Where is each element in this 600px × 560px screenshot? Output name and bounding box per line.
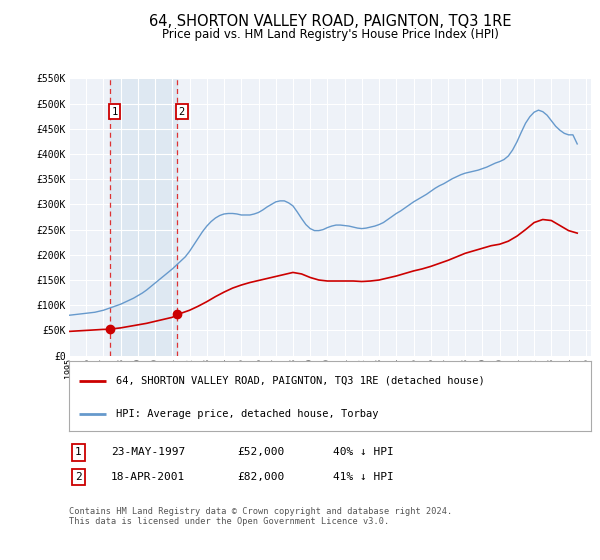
Text: 40% ↓ HPI: 40% ↓ HPI (333, 447, 394, 458)
Text: HPI: Average price, detached house, Torbay: HPI: Average price, detached house, Torb… (116, 409, 379, 419)
Text: £82,000: £82,000 (237, 472, 284, 482)
Text: Contains HM Land Registry data © Crown copyright and database right 2024.
This d: Contains HM Land Registry data © Crown c… (69, 507, 452, 526)
Text: 2: 2 (75, 472, 82, 482)
Text: 41% ↓ HPI: 41% ↓ HPI (333, 472, 394, 482)
Text: £52,000: £52,000 (237, 447, 284, 458)
Text: 18-APR-2001: 18-APR-2001 (111, 472, 185, 482)
Bar (110, 78, 178, 356)
Text: 2: 2 (179, 106, 185, 116)
Text: Price paid vs. HM Land Registry's House Price Index (HPI): Price paid vs. HM Land Registry's House … (161, 28, 499, 41)
Text: 1: 1 (75, 447, 82, 458)
Text: 64, SHORTON VALLEY ROAD, PAIGNTON, TQ3 1RE: 64, SHORTON VALLEY ROAD, PAIGNTON, TQ3 1… (149, 14, 511, 29)
Text: 1: 1 (112, 106, 118, 116)
Text: 64, SHORTON VALLEY ROAD, PAIGNTON, TQ3 1RE (detached house): 64, SHORTON VALLEY ROAD, PAIGNTON, TQ3 1… (116, 376, 485, 386)
Text: 23-MAY-1997: 23-MAY-1997 (111, 447, 185, 458)
